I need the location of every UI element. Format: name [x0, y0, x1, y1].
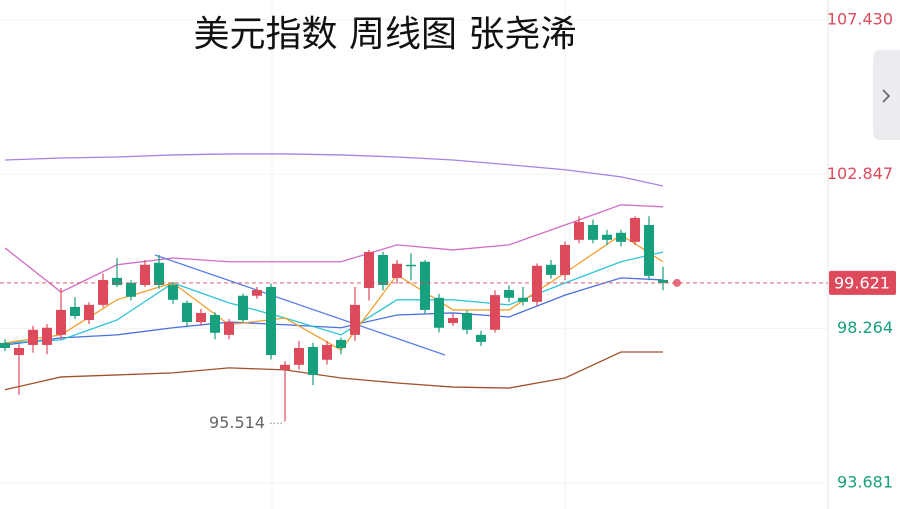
candle-body — [84, 304, 94, 321]
candle-body — [0, 342, 10, 348]
y-tick-label: 102.847 — [827, 164, 893, 183]
candle-body — [126, 282, 136, 297]
indicator-line — [4, 153, 664, 187]
candle-body — [462, 312, 472, 330]
candle-body — [14, 347, 24, 356]
candle-body — [280, 364, 290, 370]
candle-body — [70, 306, 80, 316]
candle-body — [182, 302, 192, 323]
candle-body — [56, 309, 66, 335]
last-price-box — [829, 270, 896, 295]
candle-body — [630, 217, 640, 242]
min-label: 95.514 — [209, 413, 265, 432]
candle-body — [392, 263, 402, 278]
plot — [0, 19, 828, 484]
candle-body — [644, 225, 654, 276]
y-tick-label: 107.430 — [827, 9, 893, 28]
indicator-line — [4, 277, 664, 346]
candle-body — [252, 290, 262, 296]
candle-body — [602, 234, 612, 240]
candle-body — [98, 279, 108, 305]
candle-body — [420, 261, 430, 310]
candle-body — [322, 344, 332, 360]
chart-title: 美元指数 周线图 张尧浠 — [194, 14, 577, 55]
candle-body — [378, 255, 388, 285]
last-price-dot — [673, 278, 681, 287]
candle-body — [42, 327, 52, 345]
candle-body — [308, 346, 318, 375]
y-tick-label: 98.264 — [837, 318, 893, 337]
candle-body — [238, 295, 248, 321]
indicator-line — [4, 351, 663, 391]
candle-body — [448, 317, 458, 324]
candle-body — [294, 347, 304, 365]
candle-body — [406, 264, 416, 267]
candle-body — [574, 221, 584, 240]
y-tick-label: 93.681 — [837, 473, 893, 492]
candle-body — [476, 334, 486, 342]
candle-body — [224, 322, 234, 335]
candle-body — [112, 277, 122, 285]
candle-body — [210, 314, 220, 333]
candle-body — [140, 264, 150, 285]
candle-body — [518, 297, 528, 302]
candle-body — [504, 290, 514, 298]
candle-body — [546, 264, 556, 275]
candle-body — [336, 339, 346, 348]
candle-body — [434, 297, 444, 328]
candle-body — [532, 265, 542, 302]
candle-body — [350, 304, 360, 335]
candle-body — [658, 279, 668, 283]
candle-body — [364, 251, 374, 289]
candle-body — [616, 232, 626, 242]
candle-body — [560, 244, 570, 275]
candle-body — [196, 312, 206, 323]
candle-body — [154, 262, 164, 285]
candle-body — [490, 295, 500, 330]
side-tab[interactable] — [873, 50, 900, 140]
last-price-label: 99.621 — [834, 273, 890, 292]
indicator-line — [4, 251, 664, 344]
expand-icon[interactable] — [882, 89, 891, 103]
trend-line — [154, 254, 446, 356]
candle-body — [588, 225, 598, 240]
candle-body — [266, 287, 276, 356]
candle-body — [168, 284, 178, 300]
candle-body — [28, 329, 38, 345]
